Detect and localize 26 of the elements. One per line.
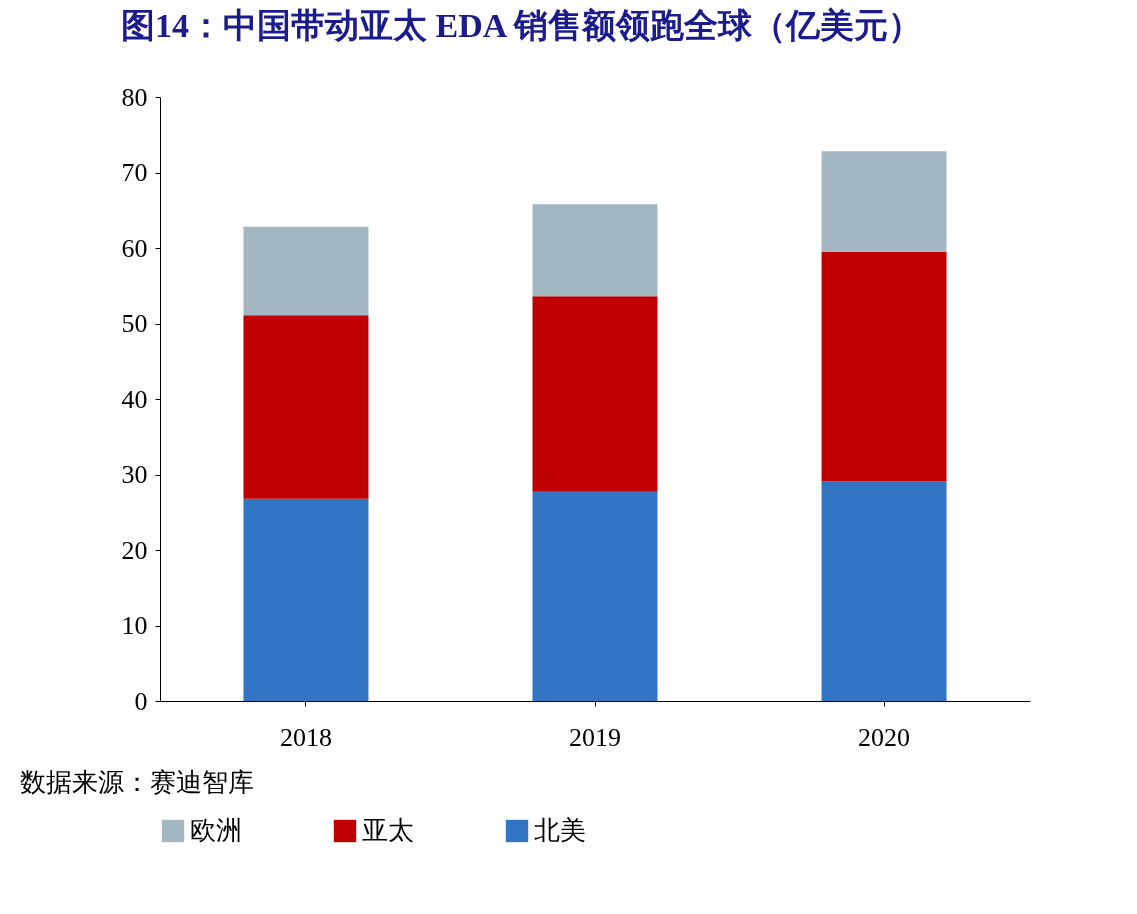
bar xyxy=(821,151,947,252)
bar xyxy=(532,204,658,297)
y-tick-label: 70 xyxy=(121,158,148,187)
y-tick-label: 60 xyxy=(121,233,148,263)
legend-label: 亚太 xyxy=(362,816,414,845)
y-tick-label: 50 xyxy=(121,309,148,338)
y-tick-label: 30 xyxy=(121,460,148,489)
bar xyxy=(243,498,369,701)
x-tick-label: 2019 xyxy=(569,722,621,752)
legend-label: 北美 xyxy=(534,816,586,845)
x-tick-label: 2018 xyxy=(279,722,332,752)
legend-label: 欧洲 xyxy=(190,816,242,845)
y-tick-label: 80 xyxy=(121,82,148,112)
y-tick-label: 0 xyxy=(134,686,148,716)
y-tick-label: 10 xyxy=(121,611,148,640)
bar xyxy=(243,315,369,499)
source-note: 数据来源：赛迪智库 xyxy=(20,768,254,797)
bar xyxy=(821,481,947,701)
chart-title: 图14：中国带动亚太 EDA 销售额领跑全球（亿美元） xyxy=(121,7,922,44)
y-tick-label: 20 xyxy=(121,535,148,565)
y-tick-label: 40 xyxy=(121,384,148,414)
bar xyxy=(532,296,658,492)
x-tick-label: 2020 xyxy=(858,722,911,752)
bar xyxy=(532,491,658,701)
bar xyxy=(821,251,947,482)
bar xyxy=(243,226,369,316)
